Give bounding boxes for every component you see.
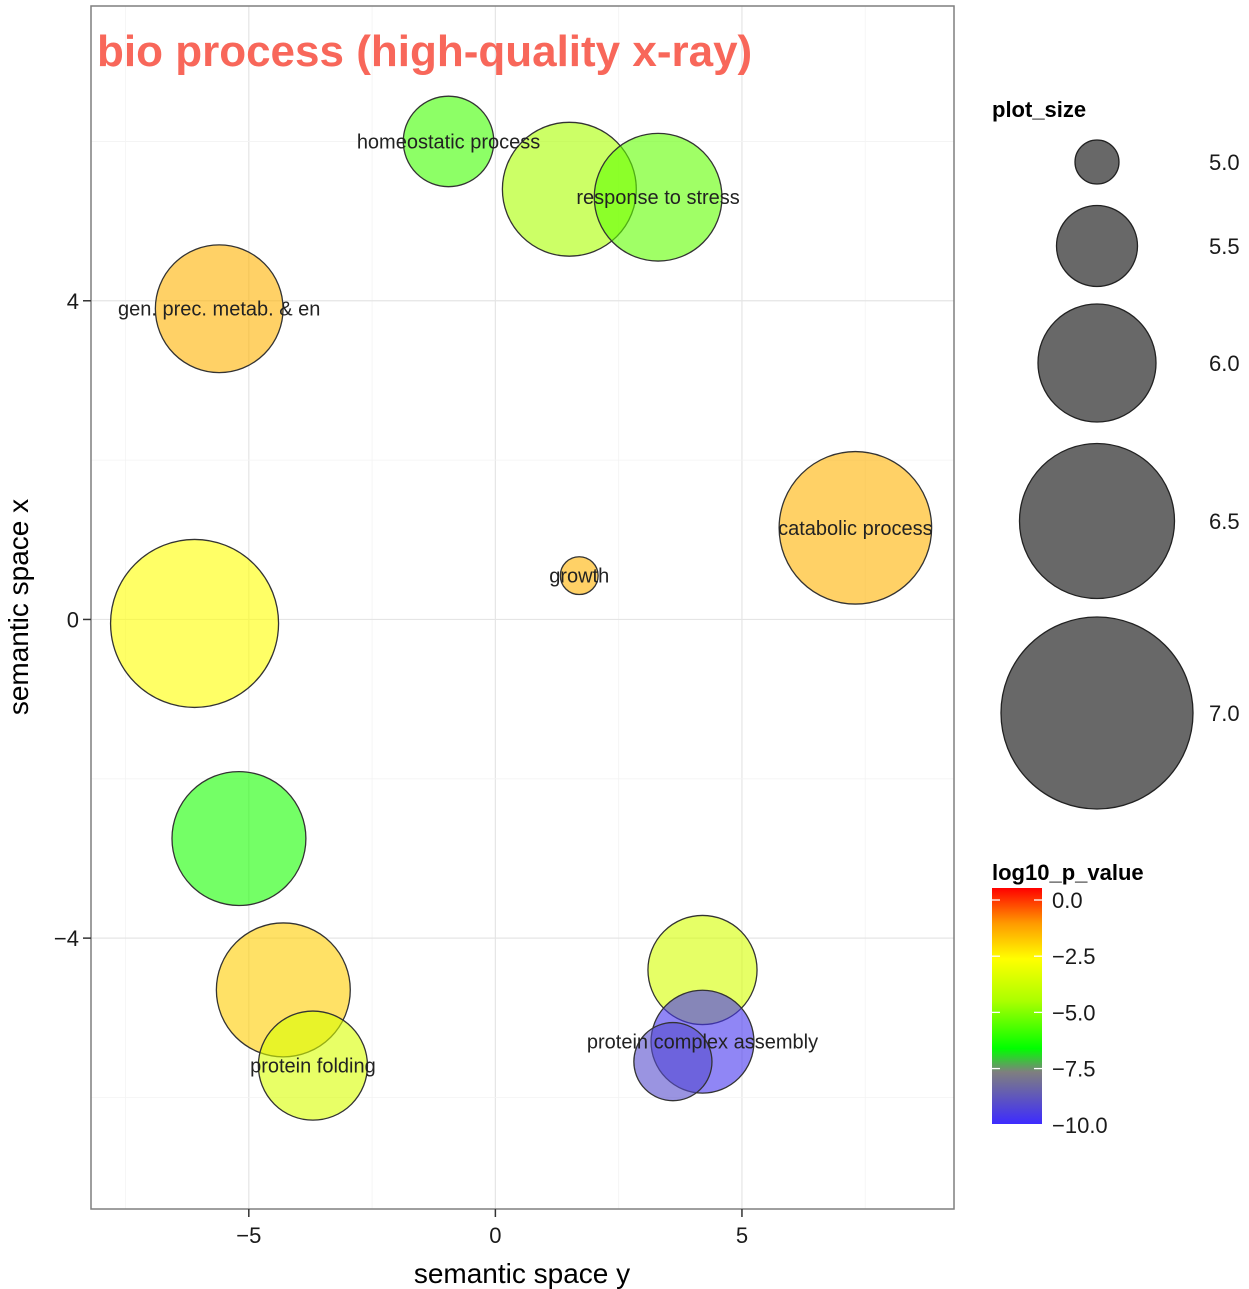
size-legend-label: 5.5 xyxy=(1209,234,1240,259)
bubble-label: protein folding xyxy=(250,1056,376,1078)
x-tick-label: 5 xyxy=(736,1223,748,1248)
y-axis: 4 0 −4 xyxy=(54,289,91,951)
bubble-point[interactable] xyxy=(593,132,723,262)
bubble-point[interactable] xyxy=(559,556,599,596)
bubble-label: response to stress xyxy=(576,187,739,209)
bubble-label: gen. prec. metab. & en xyxy=(118,299,320,321)
bubble-label: growth xyxy=(549,566,609,588)
size-legend-label: 5.0 xyxy=(1209,150,1240,175)
color-legend-title: log10_p_value xyxy=(992,860,1144,885)
size-legend-key xyxy=(1037,303,1157,423)
chart-title: bio process (high-quality x-ray) xyxy=(97,27,752,76)
bubble-point[interactable] xyxy=(257,1010,369,1121)
bubble-point[interactable] xyxy=(778,450,933,605)
size-legend-key xyxy=(1018,442,1176,600)
bubble-point[interactable] xyxy=(154,244,284,374)
size-legend-label: 6.5 xyxy=(1209,509,1240,534)
colorbar-label: 0.0 xyxy=(1052,888,1083,913)
x-tick-label: −5 xyxy=(236,1223,261,1248)
x-axis-title: semantic space y xyxy=(414,1258,630,1289)
colorbar-label: −5.0 xyxy=(1052,1000,1095,1025)
y-axis-title: semantic space x xyxy=(3,499,34,715)
size-legend-title: plot_size xyxy=(992,97,1086,122)
plot-border xyxy=(90,5,955,1210)
bubble-label: protein complex assembly xyxy=(587,1032,818,1054)
bubble-point[interactable] xyxy=(402,95,495,188)
size-legend-label: 6.0 xyxy=(1209,351,1240,376)
colorbar-label: −10.0 xyxy=(1052,1113,1108,1138)
bubble-point[interactable] xyxy=(171,770,307,907)
colorbar xyxy=(992,888,1042,1124)
bubble-label: catabolic process xyxy=(778,518,933,540)
x-tick-label: 0 xyxy=(489,1223,501,1248)
y-tick-label: −4 xyxy=(54,926,79,951)
bubble-point[interactable] xyxy=(633,1021,713,1102)
size-legend-key xyxy=(1074,139,1120,185)
size-legend-key xyxy=(1055,204,1139,288)
size-legend-key xyxy=(1000,616,1194,810)
bubbles xyxy=(109,95,933,1121)
size-legend-label: 7.0 xyxy=(1209,701,1240,726)
colorbar-label: −7.5 xyxy=(1052,1057,1095,1082)
colorbar-label: −2.5 xyxy=(1052,944,1095,969)
plot-panel: homeostatic process response to stress gen… xyxy=(90,5,955,1210)
bubble-point[interactable] xyxy=(109,538,280,709)
x-axis: −5 0 5 xyxy=(236,1209,748,1248)
bubble-label: homeostatic process xyxy=(357,131,540,153)
y-tick-label: 0 xyxy=(67,607,79,632)
y-tick-label: 4 xyxy=(67,289,79,314)
color-legend: log10_p_value 0.0 −2.5 −5.0 −7.5 −10.0 xyxy=(992,860,1144,1138)
bubble-labels: homeostatic process response to stress gen… xyxy=(118,131,933,1077)
size-legend: plot_size 5.0 5.5 6.0 6.5 7.0 xyxy=(992,97,1240,810)
